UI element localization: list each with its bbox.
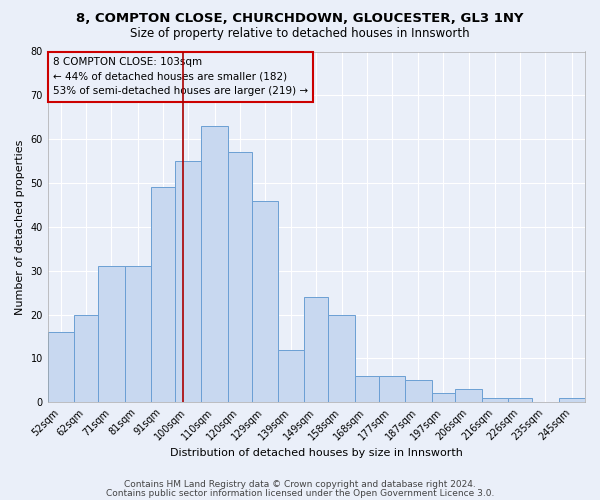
Bar: [431, 394, 455, 402]
Bar: [74, 314, 98, 402]
Bar: [48, 332, 74, 402]
Bar: [355, 376, 379, 402]
Y-axis label: Number of detached properties: Number of detached properties: [15, 139, 25, 314]
Bar: [125, 266, 151, 402]
Bar: [151, 188, 175, 402]
Bar: [228, 152, 251, 402]
Bar: [175, 161, 201, 402]
Bar: [482, 398, 508, 402]
Bar: [98, 266, 125, 402]
Bar: [304, 297, 328, 402]
Bar: [328, 314, 355, 402]
X-axis label: Distribution of detached houses by size in Innsworth: Distribution of detached houses by size …: [170, 448, 463, 458]
Bar: [405, 380, 431, 402]
Text: Contains public sector information licensed under the Open Government Licence 3.: Contains public sector information licen…: [106, 488, 494, 498]
Text: Size of property relative to detached houses in Innsworth: Size of property relative to detached ho…: [130, 28, 470, 40]
Bar: [201, 126, 228, 402]
Text: 8, COMPTON CLOSE, CHURCHDOWN, GLOUCESTER, GL3 1NY: 8, COMPTON CLOSE, CHURCHDOWN, GLOUCESTER…: [76, 12, 524, 26]
Bar: [379, 376, 405, 402]
Bar: [559, 398, 585, 402]
Bar: [508, 398, 532, 402]
Bar: [251, 200, 278, 402]
Text: 8 COMPTON CLOSE: 103sqm
← 44% of detached houses are smaller (182)
53% of semi-d: 8 COMPTON CLOSE: 103sqm ← 44% of detache…: [53, 57, 308, 96]
Bar: [278, 350, 304, 402]
Bar: [455, 389, 482, 402]
Text: Contains HM Land Registry data © Crown copyright and database right 2024.: Contains HM Land Registry data © Crown c…: [124, 480, 476, 489]
